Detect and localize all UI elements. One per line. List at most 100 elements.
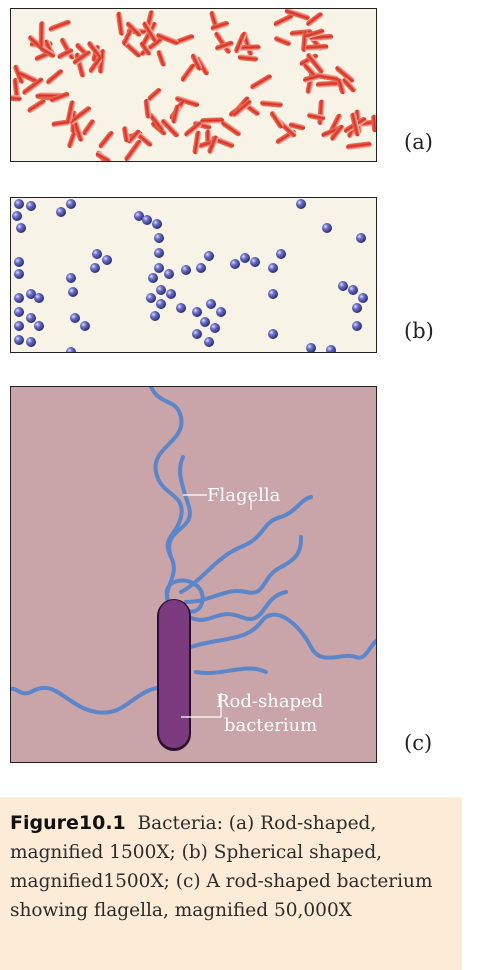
coccus bbox=[56, 207, 66, 217]
rod-bacterium bbox=[210, 20, 230, 31]
coccus bbox=[322, 223, 332, 233]
rod-bacterium bbox=[143, 98, 152, 119]
coccus bbox=[16, 223, 26, 233]
rod-bacterium bbox=[190, 53, 203, 71]
coccus bbox=[12, 211, 22, 221]
rod-bacterium bbox=[39, 45, 56, 58]
coccus bbox=[156, 299, 166, 309]
rod-bacterium bbox=[346, 141, 372, 150]
coccus bbox=[181, 265, 191, 275]
coccus bbox=[156, 285, 166, 295]
coccus bbox=[296, 199, 306, 209]
coccus bbox=[200, 317, 210, 327]
rod-bacterium bbox=[207, 135, 219, 154]
rod-bacterium bbox=[335, 65, 355, 83]
flagella bbox=[11, 387, 376, 715]
coccus bbox=[306, 343, 316, 352]
rod-bacterium bbox=[116, 11, 125, 36]
figure-label: Figure10.1 bbox=[10, 812, 126, 834]
coccus bbox=[80, 321, 90, 331]
coccus bbox=[14, 199, 24, 209]
rod-bacterium bbox=[18, 70, 37, 83]
rod-bacterium bbox=[221, 120, 241, 137]
rod-bacterium bbox=[139, 41, 152, 56]
rod-bacterium bbox=[82, 119, 96, 135]
rod-bacterium bbox=[72, 50, 91, 65]
coccus bbox=[210, 323, 220, 333]
coccus bbox=[352, 321, 362, 331]
rod-bacterium bbox=[65, 100, 76, 123]
coccus bbox=[164, 269, 174, 279]
bacterium-label-line2: bacterium bbox=[224, 715, 317, 736]
coccus bbox=[90, 263, 100, 273]
rod-bacterium bbox=[180, 63, 196, 82]
rod-bacterium bbox=[72, 118, 84, 142]
coccus bbox=[196, 263, 206, 273]
rod-bacterium bbox=[234, 32, 247, 54]
flagella-label: Flagella bbox=[207, 485, 281, 506]
rod-bacterium bbox=[175, 34, 195, 45]
rod-bacterium bbox=[215, 40, 234, 51]
rod-bacterium bbox=[304, 28, 325, 39]
rod-bacterium bbox=[289, 121, 306, 131]
coccus bbox=[176, 303, 186, 313]
caption-text: Bacteria: (a) Rod-shaped, magnified 1500… bbox=[10, 813, 433, 921]
coccus bbox=[14, 335, 24, 345]
coccus bbox=[14, 269, 24, 279]
coccus bbox=[26, 313, 36, 323]
coccus bbox=[66, 273, 76, 283]
coccus bbox=[230, 259, 240, 269]
rod-bacterium bbox=[237, 54, 258, 62]
coccus bbox=[34, 293, 44, 303]
rod-bacterium bbox=[124, 139, 142, 161]
rod-bacterium bbox=[315, 80, 340, 88]
rod-bacterium bbox=[87, 41, 102, 58]
coccus bbox=[148, 273, 158, 283]
panel-c-flagellated-bacterium: Flagella Rod-shaped bacterium bbox=[10, 386, 377, 763]
coccus bbox=[68, 287, 78, 297]
rod-bacterium bbox=[273, 14, 294, 27]
coccus bbox=[240, 253, 250, 263]
coccus bbox=[348, 285, 358, 295]
rod-bacterium bbox=[135, 131, 153, 147]
coccus bbox=[34, 321, 44, 331]
rod-bacterium bbox=[48, 19, 71, 32]
coccus bbox=[14, 257, 24, 267]
rod-bacterium bbox=[307, 112, 326, 121]
rod-bacterium bbox=[313, 72, 339, 82]
coccus bbox=[66, 347, 76, 352]
coccus bbox=[92, 249, 102, 259]
rod-bacterium bbox=[371, 114, 376, 133]
coccus bbox=[14, 293, 24, 303]
rod-bacterium bbox=[148, 112, 164, 131]
rod-bacterium bbox=[147, 88, 162, 101]
rod-bacterium bbox=[127, 129, 141, 144]
coccus bbox=[356, 233, 366, 243]
rod-bacterium bbox=[342, 77, 357, 93]
coccus bbox=[26, 289, 36, 299]
rod-bacterium bbox=[142, 21, 158, 42]
rod-bacterium bbox=[330, 124, 345, 141]
coccus bbox=[268, 263, 278, 273]
rod-bacterium bbox=[171, 104, 181, 124]
coccus bbox=[204, 251, 214, 261]
rod-bacteria-illustration bbox=[11, 9, 376, 161]
coccus bbox=[352, 303, 362, 313]
rod-bacterium bbox=[67, 132, 77, 149]
rod-bacterium bbox=[126, 21, 142, 37]
coccus bbox=[358, 293, 368, 303]
panel-b-label: (b) bbox=[404, 319, 434, 343]
panel-b-spherical-bacteria bbox=[10, 197, 377, 353]
rod-bacterium bbox=[38, 21, 46, 47]
rod-bacterium bbox=[12, 77, 21, 100]
coccus bbox=[102, 255, 112, 265]
rod-bacterium bbox=[50, 91, 70, 103]
coccus bbox=[26, 201, 36, 211]
rod-bacterium bbox=[98, 131, 114, 149]
rod-bacterium bbox=[95, 151, 111, 161]
rod-bacterium bbox=[156, 32, 179, 46]
coccus bbox=[66, 199, 76, 209]
rod-bacterium bbox=[57, 48, 74, 60]
rod-bacterium bbox=[260, 100, 283, 108]
coccus bbox=[14, 321, 24, 331]
